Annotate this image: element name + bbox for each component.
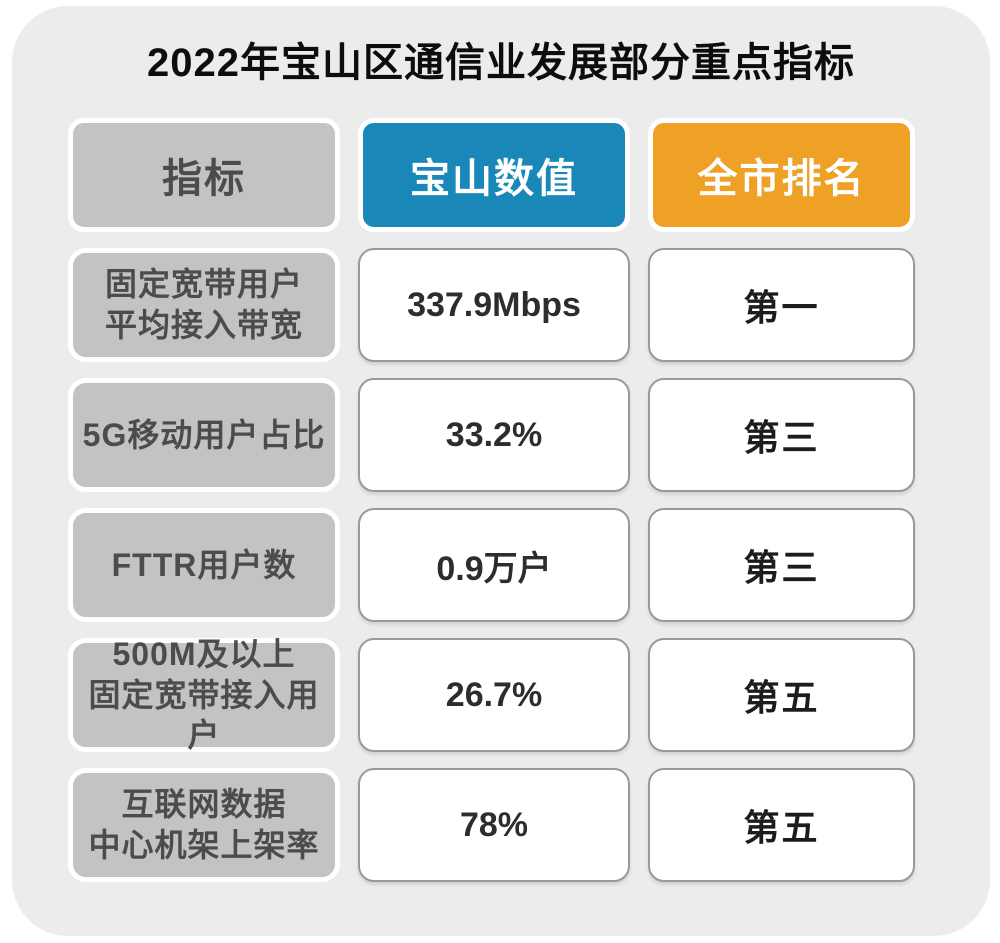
row-2-value: 33.2% <box>358 378 630 492</box>
row-4-value: 26.7% <box>358 638 630 752</box>
row-3-rank: 第三 <box>648 508 915 622</box>
row-3-indicator: FTTR用户数 <box>68 508 340 622</box>
row-1-value: 337.9Mbps <box>358 248 630 362</box>
row-2-rank: 第三 <box>648 378 915 492</box>
info-card: 2022年宝山区通信业发展部分重点指标 指标 宝山数值 全市排名 固定宽带用户 … <box>12 6 990 936</box>
row-4-rank: 第五 <box>648 638 915 752</box>
row-5-rank: 第五 <box>648 768 915 882</box>
column-header-city-rank: 全市排名 <box>648 118 915 232</box>
row-5-indicator: 互联网数据 中心机架上架率 <box>68 768 340 882</box>
row-2-indicator: 5G移动用户占比 <box>68 378 340 492</box>
column-header-baoshan-value: 宝山数值 <box>358 118 630 232</box>
row-1-rank: 第一 <box>648 248 915 362</box>
row-4-indicator: 500M及以上 固定宽带接入用户 <box>68 636 340 753</box>
row-3-value: 0.9万户 <box>358 508 630 622</box>
row-1-indicator: 固定宽带用户 平均接入带宽 <box>68 248 340 362</box>
indicators-table: 指标 宝山数值 全市排名 固定宽带用户 平均接入带宽 337.9Mbps 第一 … <box>68 118 915 882</box>
column-header-indicator: 指标 <box>68 118 340 232</box>
row-5-value: 78% <box>358 768 630 882</box>
page-title: 2022年宝山区通信业发展部分重点指标 <box>147 41 855 85</box>
